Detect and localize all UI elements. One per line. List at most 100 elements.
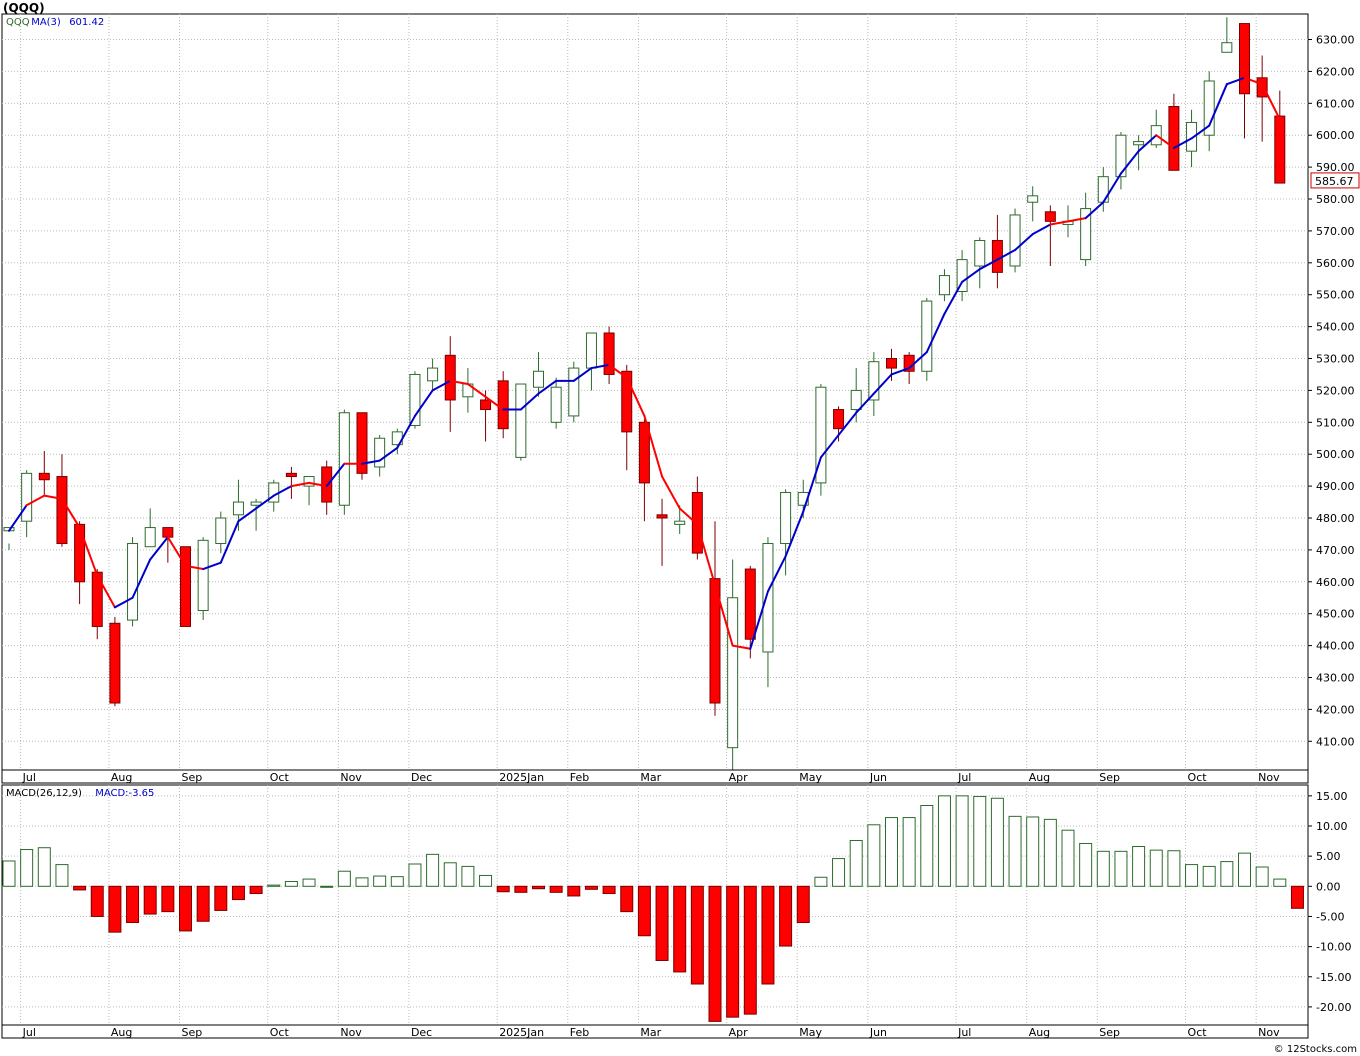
candle-body — [709, 578, 721, 704]
ma-line-segment — [1119, 150, 1140, 175]
macd-bar — [390, 876, 404, 887]
ma-line-segment — [1067, 217, 1087, 223]
macd-bar — [337, 870, 351, 887]
candle-body — [127, 543, 139, 621]
macd-bar — [602, 885, 616, 895]
price-tick-label: 410.00 — [1316, 735, 1355, 748]
candle-body — [1186, 121, 1198, 152]
macd-bar — [832, 858, 846, 887]
macd-bar — [779, 885, 793, 947]
ma-line-segment — [572, 367, 593, 382]
candle-body — [74, 523, 86, 583]
price-tick-label: 580.00 — [1316, 193, 1355, 206]
ma-line-segment — [1137, 134, 1158, 153]
ma-line-segment — [1243, 76, 1264, 86]
price-x-tick-label: Nov — [340, 771, 362, 784]
ma-line-segment — [608, 363, 628, 379]
ma-line-segment — [1172, 137, 1193, 149]
price-x-tick-label: Dec — [411, 771, 432, 784]
ma-line-segment — [661, 475, 681, 510]
macd-bar — [108, 885, 122, 933]
macd-bar — [814, 876, 828, 887]
macd-bar — [161, 885, 175, 913]
candle-body — [285, 472, 297, 478]
macd-bar — [479, 874, 493, 887]
candle-body — [56, 476, 68, 545]
candle-body — [1239, 23, 1250, 95]
price-x-tick-label: Oct — [1188, 771, 1208, 784]
ma-line-segment — [802, 456, 822, 513]
price-x-tick-label: Jun — [869, 771, 887, 784]
ma-line-segment — [890, 367, 911, 376]
candle-body — [515, 383, 527, 458]
ma-line-segment — [290, 481, 311, 488]
candle-body — [180, 546, 191, 627]
candle-body — [833, 409, 845, 430]
ma-line-segment — [219, 520, 240, 564]
macd-bar — [1149, 849, 1163, 887]
ma-line-segment — [272, 485, 293, 497]
ma-line-segment — [413, 389, 434, 417]
macd-bar — [1132, 846, 1146, 887]
candle-body — [356, 412, 368, 474]
macd-bar — [920, 805, 934, 887]
price-x-tick-label: May — [799, 771, 822, 784]
macd-x-tick-label: Dec — [411, 1026, 432, 1039]
candle-body — [480, 399, 492, 411]
macd-x-tick-label: Jul — [22, 1026, 36, 1039]
ma-line-segment — [378, 446, 399, 462]
price-x-tick-label: Aug — [1029, 771, 1050, 784]
candle-body — [162, 527, 174, 538]
ma-line-segment — [202, 561, 222, 571]
macd-tick-label: -10.00 — [1316, 941, 1351, 954]
footer-credit: © 12Stocks.com — [1274, 1044, 1357, 1055]
macd-bar — [20, 849, 34, 887]
macd-tick-label: 0.00 — [1316, 880, 1341, 893]
macd-tick-label: -5.00 — [1316, 910, 1344, 923]
macd-bar — [584, 885, 598, 890]
ma-line-segment — [678, 507, 699, 526]
ma-line-segment — [908, 351, 928, 370]
price-tick-label: 440.00 — [1316, 640, 1355, 653]
price-tick-label: 520.00 — [1316, 384, 1355, 397]
ma-line-segment — [96, 574, 116, 609]
macd-tick-label: -15.00 — [1316, 971, 1351, 984]
candle-body — [1133, 141, 1145, 146]
candle-body — [533, 370, 544, 388]
candle-body — [21, 472, 33, 522]
macd-bar — [973, 795, 987, 887]
price-x-tick-label: Sep — [182, 771, 203, 784]
price-tick-label: 470.00 — [1316, 544, 1355, 557]
price-tick-label: 530.00 — [1316, 353, 1355, 366]
macd-bar — [37, 847, 51, 887]
macd-x-tick-label: Sep — [182, 1026, 203, 1039]
macd-x-tick-label: Aug — [111, 1026, 132, 1039]
price-tick-label: 630.00 — [1316, 34, 1355, 47]
macd-x-tick-label: Nov — [340, 1026, 362, 1039]
macd-bar — [743, 885, 757, 1015]
ma-line-segment — [361, 459, 381, 465]
candle-body — [621, 370, 633, 433]
macd-x-tick-label: Oct — [270, 1026, 290, 1039]
price-legend-item: QQQ — [6, 17, 30, 28]
ma-line-segment — [8, 504, 28, 532]
price-tick-label: 610.00 — [1316, 97, 1355, 110]
candle-body — [727, 597, 739, 749]
macd-bar — [284, 880, 298, 887]
macd-bar — [567, 885, 581, 897]
candle-body — [497, 380, 509, 430]
ma-line-segment — [1261, 83, 1281, 121]
macd-bar — [708, 885, 722, 1022]
ma-line-segment — [643, 414, 664, 478]
price-legend-item: 601.42 — [69, 17, 104, 28]
chart-title: (QQQ) — [3, 1, 45, 15]
macd-bar — [443, 862, 457, 887]
macd-tick-label: 10.00 — [1316, 820, 1348, 833]
ma-line-segment — [78, 526, 99, 577]
macd-bar — [214, 885, 228, 911]
price-tick-label: 460.00 — [1316, 576, 1355, 589]
candle-body — [338, 412, 350, 506]
candle-body — [1221, 42, 1233, 53]
ma-line-segment — [60, 497, 81, 529]
macd-bar — [902, 817, 916, 887]
